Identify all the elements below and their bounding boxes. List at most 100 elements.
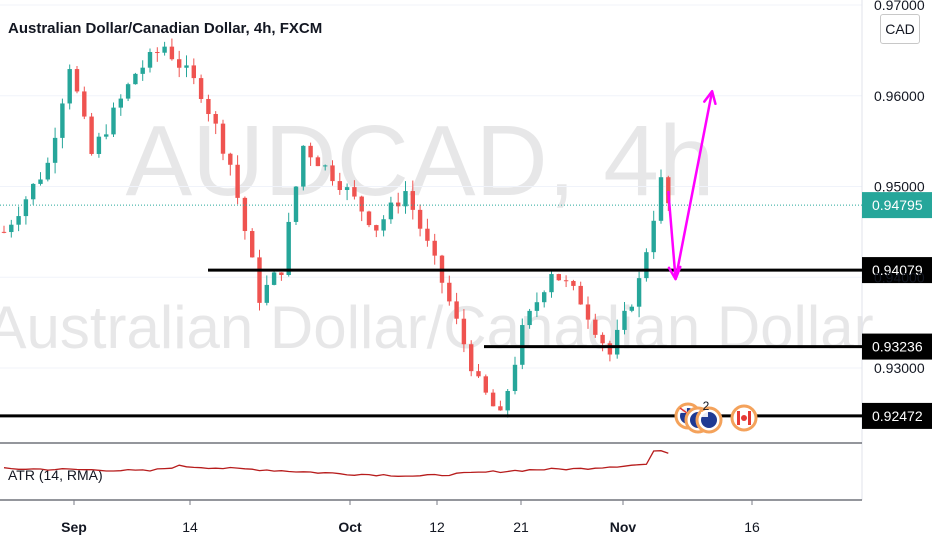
watermark-name: Australian Dollar/Canadian Dollar bbox=[0, 294, 874, 361]
projection-arrow[interactable] bbox=[667, 89, 717, 281]
candle-body bbox=[651, 220, 656, 253]
candle-body bbox=[563, 280, 569, 282]
candle-body bbox=[344, 187, 350, 190]
candle-body bbox=[169, 46, 175, 60]
candle-body bbox=[23, 199, 29, 217]
candle-body bbox=[235, 164, 240, 198]
candle-body bbox=[82, 91, 87, 117]
candle-body bbox=[549, 274, 554, 293]
candle-body bbox=[644, 252, 649, 279]
candle-body bbox=[607, 343, 613, 355]
level-price-label: 0.93236 bbox=[872, 339, 923, 355]
candle-body bbox=[629, 306, 634, 311]
candle-body bbox=[556, 274, 561, 281]
candle-body bbox=[293, 186, 299, 222]
atr-label[interactable]: ATR (14, RMA) bbox=[8, 467, 103, 483]
candle-body bbox=[658, 177, 664, 221]
candle-body bbox=[125, 84, 131, 99]
candle-body bbox=[323, 165, 328, 167]
candle-body bbox=[388, 202, 394, 220]
candle-body bbox=[140, 67, 145, 74]
candle-body bbox=[67, 69, 72, 104]
candle-body bbox=[89, 116, 94, 154]
arrowhead-icon bbox=[703, 89, 717, 106]
candle-body bbox=[279, 272, 284, 276]
candle-body bbox=[374, 225, 379, 231]
candle-body bbox=[162, 46, 167, 53]
candle-body bbox=[264, 284, 269, 303]
candle-body bbox=[512, 364, 518, 391]
candle-body bbox=[498, 406, 503, 411]
candle-body bbox=[1, 231, 7, 233]
candle-body bbox=[330, 165, 335, 182]
candle-body bbox=[198, 78, 204, 99]
candle-body bbox=[447, 282, 452, 302]
level-price-label: 0.92472 bbox=[872, 408, 923, 424]
candle-body bbox=[666, 177, 671, 204]
candle-body bbox=[600, 334, 605, 344]
candle-body bbox=[520, 325, 525, 365]
price-tick-label: 0.97000 bbox=[874, 0, 925, 13]
candle-body bbox=[454, 301, 459, 319]
candle-body bbox=[257, 257, 262, 303]
time-tick-label: 14 bbox=[182, 519, 198, 535]
candle-body bbox=[410, 191, 415, 210]
candle-body bbox=[542, 292, 547, 303]
time-axis[interactable]: Sep 14 Oct 12 21 Nov 16 bbox=[61, 500, 760, 535]
price-axis[interactable]: 0.93000 0.94000 0.95000 0.96000 0.97000 0.947… bbox=[862, 0, 932, 376]
time-tick-label: 16 bbox=[744, 519, 760, 535]
price-tick-label: 0.96000 bbox=[874, 88, 925, 104]
candle-body bbox=[396, 202, 401, 207]
candle-body bbox=[228, 153, 233, 165]
candlestick-series bbox=[1, 38, 671, 418]
price-tick-label: 0.94000 bbox=[874, 269, 925, 285]
current-price-label: 0.94795 bbox=[872, 197, 923, 213]
canada-flag-icon[interactable] bbox=[730, 404, 758, 432]
currency-label[interactable]: CAD bbox=[880, 14, 920, 44]
candle-body bbox=[432, 240, 437, 256]
candle-body bbox=[425, 228, 430, 241]
candle-body bbox=[60, 103, 65, 138]
time-tick-label: Sep bbox=[61, 519, 87, 535]
candle-body bbox=[636, 278, 642, 307]
candle-body bbox=[593, 319, 598, 335]
candle-body bbox=[381, 219, 386, 231]
candle-body bbox=[527, 310, 532, 326]
grid bbox=[0, 4, 862, 369]
candle-body bbox=[96, 136, 102, 154]
australia-flag-icon[interactable] bbox=[695, 406, 723, 434]
candle-body bbox=[104, 134, 109, 137]
candle-body bbox=[315, 157, 321, 167]
price-tick-label: 0.95000 bbox=[874, 179, 925, 195]
candle-body bbox=[359, 196, 364, 212]
time-tick-label: 21 bbox=[513, 519, 529, 535]
candle-body bbox=[461, 318, 467, 345]
candle-body bbox=[308, 145, 313, 158]
candle-body bbox=[476, 371, 481, 377]
candle-body bbox=[118, 98, 123, 108]
candle-body bbox=[271, 272, 277, 285]
candle-body bbox=[534, 302, 540, 311]
level-price-tag bbox=[862, 257, 932, 284]
candle-body bbox=[242, 197, 248, 232]
candle-body bbox=[490, 392, 496, 407]
candle-body bbox=[38, 179, 43, 184]
time-tick-label: 12 bbox=[429, 519, 445, 535]
candle-body bbox=[147, 52, 153, 68]
economic-events[interactable]: 2 bbox=[674, 399, 758, 434]
candle-body bbox=[133, 73, 138, 85]
level-price-tag bbox=[862, 402, 932, 429]
chart-title: Australian Dollar/Canadian Dollar, 4h, F… bbox=[8, 20, 323, 37]
time-tick-label: Nov bbox=[610, 519, 637, 535]
candle-body bbox=[578, 285, 583, 305]
arrowhead-icon bbox=[667, 265, 682, 281]
candle-body bbox=[250, 231, 255, 258]
candle-body bbox=[74, 69, 80, 92]
candle-body bbox=[622, 310, 627, 330]
candle-body bbox=[213, 114, 218, 124]
candle-body bbox=[483, 376, 488, 393]
atr-line bbox=[3, 450, 669, 477]
candle-body bbox=[469, 344, 474, 372]
candle-body bbox=[177, 59, 182, 68]
